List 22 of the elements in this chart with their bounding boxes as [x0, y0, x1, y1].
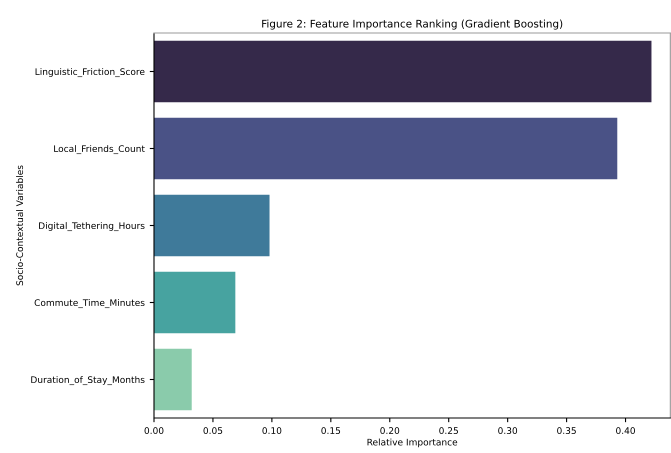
bar — [154, 40, 652, 102]
x-tick-label: 0.35 — [557, 427, 576, 434]
x-tick-label: 0.25 — [439, 427, 458, 434]
y-axis-title: Socio-Contextual Variables — [16, 165, 24, 286]
y-tick-label: Linguistic_Friction_Score — [36, 68, 144, 78]
y-tick-label: Local_Friends_Count — [54, 145, 145, 154]
bar — [154, 348, 192, 410]
y-tick-label: Digital_Tethering_Hours — [39, 222, 145, 232]
x-tick-label: 0.40 — [616, 427, 635, 434]
x-tick-label: 0.10 — [262, 427, 282, 434]
x-tick-label: 0.30 — [498, 427, 518, 434]
x-axis-title: Relative Importance — [368, 438, 458, 448]
chart-title: Figure 2: Feature Importance Ranking (Gradient Boosting) — [262, 20, 562, 30]
y-tick-label: Duration_of_Stay_Months — [31, 376, 145, 386]
bar — [154, 272, 236, 334]
bar — [154, 194, 270, 256]
x-tick-label: 0.15 — [321, 427, 340, 434]
bar — [154, 118, 618, 180]
x-tick-label: 0.05 — [203, 427, 222, 434]
x-tick-label: 0.00 — [144, 427, 164, 434]
y-tick-label: Commute_Time_Minutes — [34, 299, 145, 308]
x-tick-label: 0.20 — [380, 427, 400, 434]
